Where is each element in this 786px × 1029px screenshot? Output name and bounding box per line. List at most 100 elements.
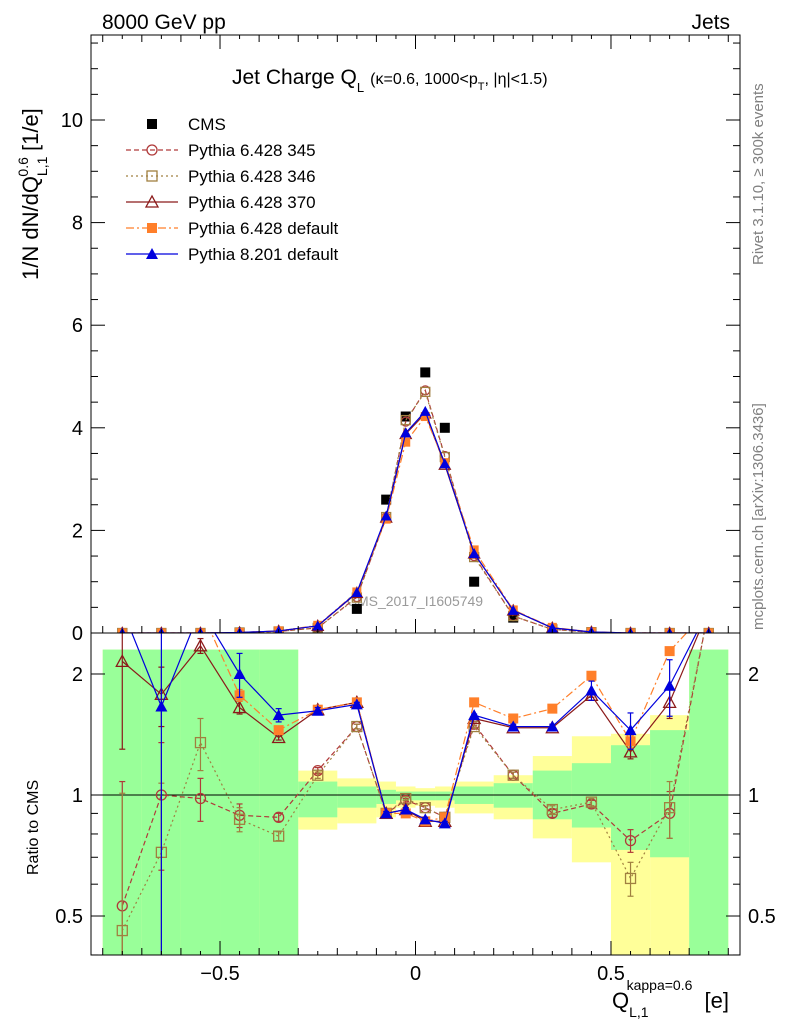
legend-entry: Pythia 6.428 345 — [126, 141, 316, 160]
ratio-point — [233, 667, 246, 679]
ratio-point — [623, 744, 638, 758]
ratio-point — [195, 604, 205, 614]
tick-label: 0.5 — [55, 906, 83, 928]
ratio-point — [663, 679, 676, 691]
ratio-line — [210, 633, 688, 822]
legend-marker — [147, 119, 157, 129]
legend-label: Pythia 6.428 345 — [188, 141, 316, 160]
ratio-point — [193, 638, 208, 652]
legend-marker — [147, 223, 157, 233]
main-panel-series — [117, 367, 714, 633]
ratio-line — [121, 633, 705, 931]
ratio-point — [703, 603, 715, 614]
tick-label: 10 — [61, 110, 83, 132]
x-axis-label: QL,1kappa=0.6 [e] — [612, 977, 729, 1020]
ratio-point — [232, 700, 247, 714]
ratio-point — [312, 769, 324, 781]
legend-label: CMS — [188, 115, 226, 134]
band-inner-segment — [435, 791, 455, 801]
legend-marker — [144, 194, 160, 208]
ratio-point — [194, 603, 206, 614]
tick-label: 0.5 — [597, 963, 625, 985]
ratio-point — [233, 813, 246, 825]
tick-label: 1 — [748, 785, 759, 807]
ratio-point — [585, 796, 598, 808]
ratio-point — [350, 698, 363, 710]
ratio-point — [116, 603, 128, 614]
ratio-point — [546, 720, 559, 732]
ratio-point — [546, 803, 558, 816]
ratio-point — [585, 684, 598, 696]
tick-label: 8 — [72, 213, 83, 235]
data-point — [400, 427, 412, 438]
data-point — [401, 437, 411, 447]
data-point — [507, 604, 519, 615]
data-point — [400, 414, 411, 426]
ratio-line — [121, 633, 705, 907]
ratio-point — [507, 720, 520, 732]
ratio-line — [131, 633, 698, 825]
ratio-point — [380, 807, 393, 819]
data-point — [420, 386, 431, 398]
axis-ticks: −0.5 0 0.5 0 2 4 6 8 10 0.5 0.5 1 1 2 2 — [55, 35, 776, 985]
ratio-point — [116, 924, 128, 937]
legend-entry: Pythia 6.428 370 — [126, 193, 316, 212]
ratio-series-pythia-8-201-default — [116, 603, 715, 955]
legend-entry: Pythia 6.428 346 — [126, 167, 316, 186]
legend-entry: Pythia 6.428 default — [126, 219, 339, 238]
ratio-line — [121, 633, 700, 822]
tick-label: 0.5 — [748, 906, 776, 928]
rivet-version-label: Rivet 3.1.10, ≥ 300k events — [750, 83, 767, 265]
legend-label: Pythia 6.428 346 — [188, 167, 316, 186]
tick-label: 0 — [72, 623, 83, 645]
ratio-point — [272, 709, 285, 721]
tick-label: 2 — [72, 664, 83, 686]
legend-label: Pythia 6.428 default — [188, 219, 339, 238]
plot-title: Jet Charge QL (κ=0.6, 1000<pT, |η|<1.5) — [232, 66, 548, 95]
legend-entry: CMS — [147, 115, 226, 134]
data-point — [469, 576, 480, 587]
tick-label: 2 — [72, 520, 83, 542]
ratio-y-axis-label: Ratio to CMS — [25, 780, 42, 875]
ratio-point — [663, 802, 676, 814]
legend-marker — [146, 248, 158, 259]
ratio-point — [273, 830, 285, 842]
legend-label: Pythia 6.428 370 — [188, 193, 316, 212]
legend-marker — [146, 144, 158, 156]
tick-label: 4 — [72, 418, 83, 440]
ratio-point — [194, 792, 207, 805]
ratio-point — [115, 654, 130, 668]
data-point — [351, 603, 362, 614]
tick-label: −0.5 — [200, 963, 239, 985]
ratio-point — [273, 811, 285, 823]
data-point — [312, 620, 324, 631]
ratio-point — [468, 720, 480, 733]
band-inner-segment — [298, 781, 338, 818]
data-point — [439, 422, 450, 433]
ratio-point — [438, 817, 451, 829]
ratio-panel-series — [115, 603, 715, 955]
tick-label: 2 — [748, 664, 759, 686]
energy-label: 8000 GeV pp — [102, 11, 226, 34]
tick-label: 0 — [410, 963, 421, 985]
data-point — [468, 547, 480, 558]
tick-label: 1 — [72, 785, 83, 807]
ratio-point — [664, 646, 675, 657]
legend-label: Pythia 8.201 default — [188, 245, 339, 264]
ratio-point — [468, 709, 481, 721]
ratio-point — [439, 812, 450, 823]
data-point — [380, 510, 392, 521]
data-point — [546, 622, 558, 633]
ratio-point — [469, 697, 480, 708]
data-point — [419, 405, 431, 416]
ratio-point — [155, 700, 168, 712]
ratio-point — [704, 604, 714, 614]
legend-marker — [146, 170, 158, 182]
legend: CMS Pythia 6.428 345 Pythia 6.428 346 Pythi… — [126, 115, 339, 264]
watermark: CMS_2017_I1605749 — [347, 593, 483, 609]
ratio-point — [703, 603, 715, 614]
source-label: mcplots.cern.ch [arXiv:1306.3436] — [750, 403, 767, 630]
ratio-point — [507, 769, 519, 781]
ratio-point — [508, 713, 519, 724]
